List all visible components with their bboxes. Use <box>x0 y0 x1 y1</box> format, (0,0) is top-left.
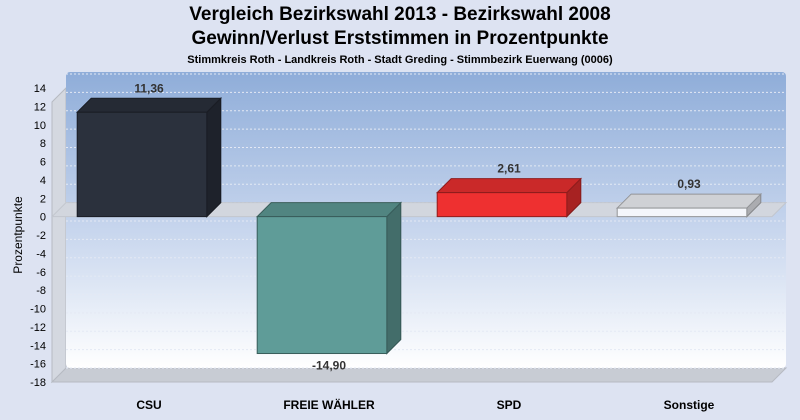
y-tick-label: 10 <box>34 120 46 132</box>
chart-subtitle: Gewinn/Verlust Erststimmen in Prozentpun… <box>191 28 609 49</box>
value-label: 2,61 <box>497 162 521 176</box>
bar-side <box>206 97 222 218</box>
y-tick-label: 12 <box>34 101 46 113</box>
category-label: FREIE WÄHLER <box>283 397 375 412</box>
y-tick-label: -2 <box>36 230 46 242</box>
plot-floor <box>50 367 788 383</box>
value-label: 0,93 <box>677 177 701 191</box>
y-tick-label: 0 <box>40 212 46 224</box>
bar-spd <box>435 177 583 218</box>
category-label: Sonstige <box>664 398 715 412</box>
chart-title: Vergleich Bezirkswahl 2013 - Bezirkswahl… <box>189 4 611 25</box>
y-tick-label: 4 <box>40 175 46 187</box>
bar-front <box>76 111 208 218</box>
bar-front <box>436 192 568 218</box>
y-tick-label: -18 <box>30 377 46 389</box>
category-label: CSU <box>136 398 161 412</box>
bar-csu <box>75 97 223 218</box>
y-axis-label: Prozentpunkte <box>11 196 25 274</box>
y-tick-label: 6 <box>40 157 46 169</box>
y-tick-label: 14 <box>34 83 46 95</box>
y-tick-label: 8 <box>40 138 46 150</box>
plot-left-wall <box>51 86 67 384</box>
bar-freie-w-hler <box>255 201 403 355</box>
value-label: -14,90 <box>312 359 346 373</box>
y-tick-label: -8 <box>36 285 46 297</box>
bar-top <box>615 193 763 209</box>
bar-front <box>616 207 748 218</box>
bar-sonstige <box>615 192 763 218</box>
y-tick-label: -4 <box>36 248 46 260</box>
y-tick-label: -10 <box>30 304 46 316</box>
y-tick-label: -14 <box>30 340 46 352</box>
chart-subsubtitle: Stimmkreis Roth - Landkreis Roth - Stadt… <box>187 54 613 66</box>
y-tick-label: 2 <box>40 193 46 205</box>
value-label: 11,36 <box>134 81 164 95</box>
bar-top <box>75 97 223 113</box>
bar-side <box>386 201 402 355</box>
bar-front <box>256 216 388 355</box>
y-tick-label: -12 <box>30 322 46 334</box>
bar-top <box>435 178 583 194</box>
bar-top <box>255 202 403 218</box>
category-label: SPD <box>497 398 522 412</box>
y-tick-label: -16 <box>30 359 46 371</box>
y-tick-label: -6 <box>36 267 46 279</box>
